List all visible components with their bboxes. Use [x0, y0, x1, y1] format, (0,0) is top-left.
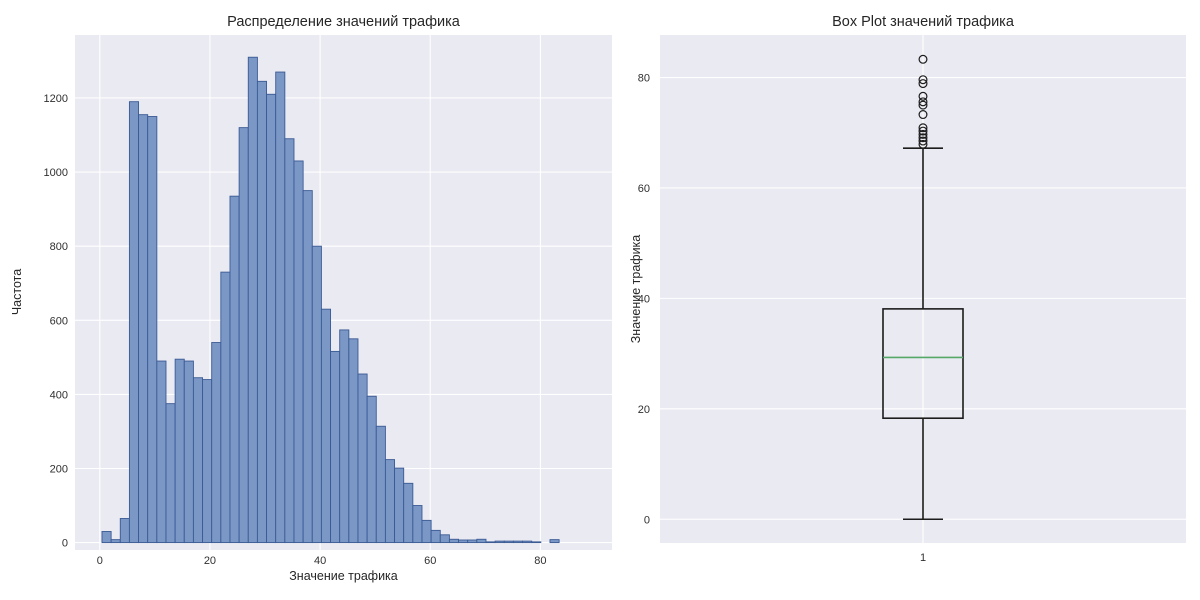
- outlier-point: [918, 54, 928, 64]
- histogram-bar: [421, 519, 432, 544]
- histogram-bar: [320, 308, 332, 544]
- histogram-bar: [531, 541, 542, 544]
- histogram-bar: [522, 540, 533, 544]
- histogram-x-tick-label: 80: [534, 555, 546, 567]
- histogram-bar: [394, 467, 405, 544]
- histogram-bar: [183, 360, 194, 544]
- histogram-x-tick-label: 60: [424, 555, 436, 567]
- histogram-bar: [211, 342, 222, 544]
- histogram-bar: [549, 539, 560, 544]
- boxplot-y-tick-label: 40: [638, 293, 650, 305]
- histogram-xlabel: Значение трафика: [289, 569, 398, 583]
- histogram-y-tick-label: 1000: [44, 167, 68, 179]
- histogram-bar: [192, 377, 204, 544]
- histogram-bar: [503, 540, 514, 544]
- outlier-point: [918, 79, 928, 89]
- histogram-bar: [110, 539, 121, 544]
- outlier-point: [918, 123, 928, 133]
- histogram-bar: [357, 373, 368, 544]
- histogram-bar: [266, 93, 277, 544]
- histogram-bar: [174, 358, 185, 544]
- boxplot-y-tick-label: 20: [638, 404, 650, 416]
- outlier-point: [918, 91, 928, 101]
- histogram-bar: [375, 425, 386, 544]
- outlier-point: [918, 139, 928, 149]
- boxplot-y-tick-label: 80: [638, 73, 650, 85]
- outlier-point: [918, 100, 928, 110]
- histogram-bar: [128, 101, 140, 544]
- outlier-point: [918, 129, 928, 139]
- histogram-bar: [229, 195, 240, 544]
- histogram-bar: [256, 80, 268, 544]
- boxplot-y-tick-label: 60: [638, 183, 650, 195]
- histogram-bar: [138, 114, 149, 544]
- histogram-bar: [330, 350, 341, 544]
- histogram-bar: [119, 518, 130, 544]
- boxplot-title: Box Plot значений трафика: [832, 14, 1015, 30]
- outlier-point: [918, 126, 928, 136]
- histogram-bar: [220, 271, 231, 544]
- histogram-y-tick-label: 200: [50, 463, 68, 475]
- boxplot-panel: 0 20 40 60 80 1: [638, 35, 1186, 564]
- boxplot-x-tick-label: 1: [920, 552, 926, 564]
- outlier-point: [918, 133, 928, 143]
- histogram-bar: [439, 534, 450, 544]
- histogram-bar: [430, 529, 441, 544]
- histogram-bar: [247, 56, 258, 544]
- outlier-point: [918, 110, 928, 120]
- histogram-bar: [494, 540, 505, 544]
- histogram-y-tick-label: 400: [50, 389, 68, 401]
- histogram-bar: [302, 190, 313, 544]
- histogram-bar: [412, 505, 423, 544]
- histogram-x-tick-label: 40: [314, 555, 326, 567]
- histogram-bar: [467, 539, 478, 544]
- outlier-point: [918, 75, 928, 85]
- histogram-y-tick-label: 1200: [44, 93, 68, 105]
- histogram-bar: [384, 459, 396, 544]
- histogram-bar: [202, 379, 213, 544]
- histogram-title: Распределение значений трафика: [227, 14, 461, 30]
- histogram-bar: [147, 116, 158, 544]
- boxplot-y-tick-label: 0: [644, 514, 650, 526]
- histogram-bar: [458, 539, 469, 544]
- histogram-y-tick-label: 800: [50, 241, 68, 253]
- histogram-x-tick-label: 20: [204, 555, 216, 567]
- histogram-bar: [101, 531, 112, 544]
- histogram-bar: [284, 138, 295, 544]
- box: [882, 308, 964, 420]
- boxplot-ylabel: Значение трафика: [629, 235, 643, 344]
- histogram-bar: [366, 395, 377, 544]
- histogram-y-tick-label: 0: [62, 538, 68, 550]
- histogram-bar: [165, 403, 176, 544]
- histogram-bar: [448, 538, 460, 544]
- histogram-bar: [339, 329, 350, 544]
- histogram-bar: [275, 71, 286, 544]
- histogram-bar: [476, 538, 487, 544]
- histogram-bar: [311, 245, 322, 544]
- histogram-bar: [403, 482, 414, 544]
- histogram-bar: [348, 338, 359, 544]
- histogram-ylabel: Частота: [10, 269, 24, 315]
- histogram-y-tick-label: 600: [50, 315, 68, 327]
- histogram-bar: [293, 160, 304, 544]
- histogram-x-tick-label: 0: [97, 555, 103, 567]
- histogram-bar: [485, 541, 496, 544]
- histogram-bar: [512, 540, 524, 544]
- histogram-bar: [156, 360, 167, 544]
- outlier-point: [918, 136, 928, 146]
- outlier-point: [918, 97, 928, 107]
- histogram-bar: [238, 127, 249, 544]
